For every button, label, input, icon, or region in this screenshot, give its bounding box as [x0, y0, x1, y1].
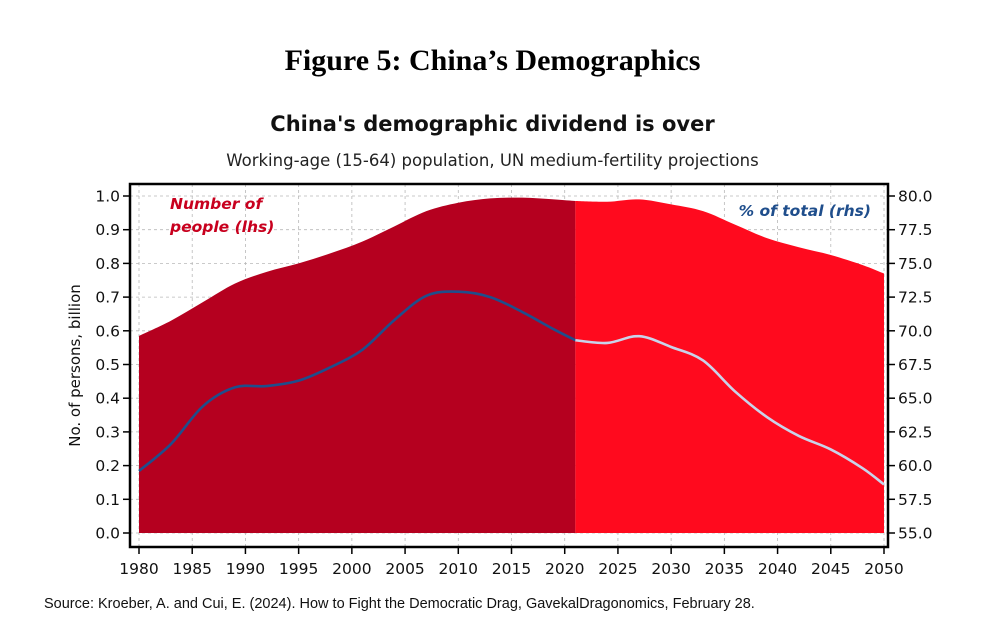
line-series-label: % of total (rhs)	[739, 202, 871, 220]
x-tick-label: 2045	[811, 560, 850, 578]
left-tick-label: 0.2	[95, 457, 120, 475]
x-tick-label: 2040	[758, 560, 797, 578]
population-areas	[139, 197, 884, 533]
right-tick-label: 67.5	[898, 356, 933, 374]
x-tick-label: 2025	[598, 560, 637, 578]
chart-title: China's demographic dividend is over	[270, 112, 715, 136]
x-tick-label: 2010	[439, 560, 478, 578]
x-tick-label: 2005	[385, 560, 424, 578]
x-tick-label: 2030	[651, 560, 690, 578]
x-tick-label: 1985	[172, 560, 211, 578]
share-line-historical	[138, 290, 576, 472]
x-tick-label: 2050	[864, 560, 903, 578]
left-tick-label: 0.3	[95, 423, 120, 441]
right-tick-label: 55.0	[898, 525, 933, 543]
area-series-label-line-2: people (lhs)	[169, 218, 274, 236]
y-axis-label-left: No. of persons, billion	[66, 284, 84, 447]
source-note: Source: Kroeber, A. and Cui, E. (2024). …	[44, 596, 755, 612]
chart-subtitle: Working-age (15-64) population, UN mediu…	[226, 151, 759, 170]
population-area-projection	[575, 199, 884, 533]
x-tick-label: 2035	[705, 560, 744, 578]
right-tick-label: 57.5	[898, 491, 933, 509]
right-tick-label: 70.0	[898, 322, 933, 340]
left-tick-label: 0.9	[95, 221, 120, 239]
x-tick-label: 2000	[332, 560, 371, 578]
x-tick-label: 1980	[119, 560, 158, 578]
area-series-label: Number of people (lhs)	[169, 195, 274, 236]
plot-frame	[128, 182, 890, 549]
right-tick-label: 60.0	[898, 457, 933, 475]
left-tick-label: 0.8	[95, 255, 120, 273]
bottom-axis: 1980 1985 1990 1995 2000 2005 2010 2015 2020 2025…	[119, 547, 904, 578]
x-tick-label: 2015	[492, 560, 531, 578]
left-tick-label: 0.1	[95, 491, 120, 509]
left-tick-label: 0.5	[95, 356, 120, 374]
population-area-historical	[139, 197, 576, 533]
right-axis: 55.0 57.5 60.0 62.5 65.0 67.5 70.0 72.5 75.0 77.5…	[888, 188, 933, 543]
right-tick-label: 77.5	[898, 221, 933, 239]
share-line-projection	[575, 334, 885, 486]
figure-caption: Figure 5: China’s Demographics	[284, 44, 701, 77]
left-tick-label: 0.4	[95, 390, 120, 408]
left-tick-label: 0.6	[95, 322, 120, 340]
left-tick-label: 0.0	[95, 525, 120, 543]
x-tick-label: 1990	[226, 560, 265, 578]
x-tick-label: 1995	[279, 560, 318, 578]
x-tick-label: 2020	[545, 560, 584, 578]
left-axis: 0.0 0.1 0.2 0.3 0.4 0.5 0.6 0.7 0.8 0.9 1.0	[95, 188, 130, 543]
area-series-label-line-1: Number of	[170, 195, 264, 213]
left-tick-label: 0.7	[95, 289, 120, 307]
right-tick-label: 80.0	[898, 188, 933, 206]
right-tick-label: 72.5	[898, 289, 933, 307]
right-tick-label: 65.0	[898, 390, 933, 408]
share-lines	[138, 290, 885, 486]
left-tick-label: 1.0	[95, 188, 120, 206]
right-tick-label: 75.0	[898, 255, 933, 273]
right-tick-label: 62.5	[898, 423, 933, 441]
